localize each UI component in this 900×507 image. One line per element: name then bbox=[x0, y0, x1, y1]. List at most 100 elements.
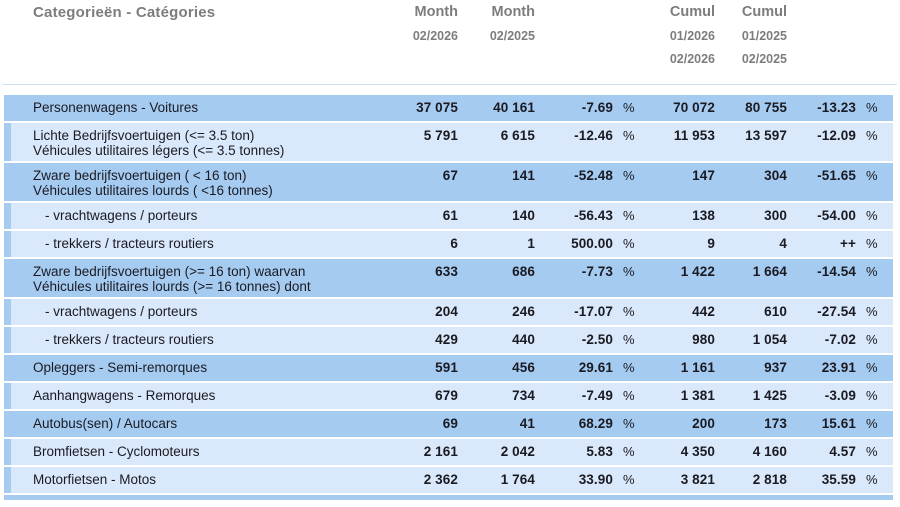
header-spacer bbox=[793, 0, 862, 66]
month-current-value: 204 bbox=[435, 304, 458, 319]
percent-sign: % bbox=[623, 416, 635, 431]
cumul-change-value: 35.59 bbox=[821, 472, 856, 487]
cumul-current-value: 1 381 bbox=[680, 388, 715, 403]
month-previous-value: 41 bbox=[519, 416, 535, 431]
category-line: Aanhangwagens - Remorques bbox=[33, 388, 216, 403]
cumul-previous-value: 1 664 bbox=[752, 264, 787, 279]
percent-sign: % bbox=[623, 208, 635, 223]
row-left-stripe bbox=[4, 411, 11, 437]
row-left-stripe bbox=[4, 123, 11, 161]
header-spacer bbox=[541, 0, 619, 66]
month-change-value: 29.61 bbox=[578, 360, 613, 375]
cumul-previous-value: 304 bbox=[764, 168, 787, 183]
cumul-current-value: 138 bbox=[692, 208, 715, 223]
header-spacer bbox=[862, 0, 893, 66]
category-line: Opleggers - Semi-remorques bbox=[33, 360, 208, 375]
column-period: 01/2025 bbox=[741, 29, 787, 43]
percent-sign: % bbox=[623, 360, 635, 375]
category-column-header: Categorieën - Catégories bbox=[33, 4, 216, 21]
category-line: - trekkers / tracteurs routiers bbox=[45, 236, 214, 251]
category-line: - trekkers / tracteurs routiers bbox=[45, 332, 214, 347]
table-bottom-border bbox=[4, 495, 893, 500]
percent-sign: % bbox=[866, 168, 878, 183]
category-cell: Bromfietsen - Cyclomoteurs bbox=[11, 439, 394, 465]
cumul-change-value: -51.65 bbox=[817, 168, 856, 183]
column-period: 02/2026 bbox=[669, 52, 715, 66]
percent-sign: % bbox=[866, 128, 878, 143]
month-current-value: 2 161 bbox=[423, 444, 458, 459]
percent-sign: % bbox=[866, 236, 878, 251]
month-change-value: 68.29 bbox=[578, 416, 613, 431]
category-line: Autobus(sen) / Autocars bbox=[33, 416, 178, 431]
column-label: Month bbox=[414, 4, 458, 20]
row-left-stripe bbox=[4, 231, 11, 257]
cumul-previous-column-header: Cumul 01/2025 02/2025 bbox=[721, 0, 793, 66]
category-cell: - vrachtwagens / porteurs bbox=[11, 299, 394, 325]
category-cell: - vrachtwagens / porteurs bbox=[11, 203, 394, 229]
cumul-current-value: 200 bbox=[692, 416, 715, 431]
row-left-stripe bbox=[4, 299, 11, 325]
cumul-current-value: 9 bbox=[707, 236, 715, 251]
month-change-value: -7.73 bbox=[581, 264, 613, 279]
row-left-stripe bbox=[4, 383, 11, 409]
percent-sign: % bbox=[866, 332, 878, 347]
category-line: - vrachtwagens / porteurs bbox=[45, 304, 198, 319]
table-row: Lichte Bedrijfsvoertuigen (<= 3.5 ton) Vé… bbox=[4, 123, 893, 161]
table-row: Zware bedrijfsvoertuigen ( < 16 ton) Véhi… bbox=[4, 163, 893, 201]
category-cell: Autobus(sen) / Autocars bbox=[11, 411, 394, 437]
cumul-change-value: -13.23 bbox=[817, 100, 856, 115]
month-change-value: -17.07 bbox=[574, 304, 613, 319]
column-label: Cumul bbox=[741, 4, 787, 20]
month-current-column-header: Month 02/2026 bbox=[394, 0, 464, 66]
month-previous-column-header: Month 02/2025 bbox=[464, 0, 541, 66]
category-line: Véhicules utilitaires légers (<= 3.5 ton… bbox=[33, 143, 285, 158]
percent-sign: % bbox=[623, 236, 635, 251]
header-spacer bbox=[4, 0, 11, 66]
month-previous-value: 1 bbox=[527, 236, 535, 251]
table-row: - trekkers / tracteurs routiers 6 1 500.00%… bbox=[4, 231, 893, 257]
month-previous-value: 6 615 bbox=[500, 128, 535, 143]
column-period: 01/2026 bbox=[669, 29, 715, 43]
month-change-value: 5.83 bbox=[586, 444, 613, 459]
row-left-stripe bbox=[4, 467, 11, 493]
month-current-value: 61 bbox=[442, 208, 458, 223]
month-change-value: 500.00 bbox=[571, 236, 613, 251]
column-period: 02/2025 bbox=[741, 52, 787, 66]
category-cell: Zware bedrijfsvoertuigen (>= 16 ton) waa… bbox=[11, 259, 394, 297]
category-cell: Motorfietsen - Motos bbox=[11, 467, 394, 493]
header-divider bbox=[2, 84, 897, 85]
cumul-current-value: 147 bbox=[692, 168, 715, 183]
cumul-change-value: 4.57 bbox=[829, 444, 856, 459]
table-row: - trekkers / tracteurs routiers 429 440 -2.… bbox=[4, 327, 893, 353]
percent-sign: % bbox=[866, 388, 878, 403]
cumul-current-value: 11 953 bbox=[673, 128, 715, 143]
month-previous-value: 686 bbox=[512, 264, 535, 279]
category-cell: Aanhangwagens - Remorques bbox=[11, 383, 394, 409]
category-line: - vrachtwagens / porteurs bbox=[45, 208, 198, 223]
month-change-value: 33.90 bbox=[578, 472, 613, 487]
month-current-value: 2 362 bbox=[423, 472, 458, 487]
cumul-change-value: ++ bbox=[840, 236, 856, 251]
month-previous-value: 440 bbox=[512, 332, 535, 347]
percent-sign: % bbox=[866, 416, 878, 431]
table-row: Personenwagens - Voitures 37 075 40 161 -7.… bbox=[4, 95, 893, 121]
category-line: Zware bedrijfsvoertuigen ( < 16 ton) bbox=[33, 168, 247, 183]
month-previous-value: 734 bbox=[512, 388, 535, 403]
category-cell: - trekkers / tracteurs routiers bbox=[11, 231, 394, 257]
row-left-stripe bbox=[4, 327, 11, 353]
month-previous-value: 2 042 bbox=[500, 444, 535, 459]
month-current-value: 67 bbox=[442, 168, 458, 183]
month-current-value: 591 bbox=[435, 360, 458, 375]
row-left-stripe bbox=[4, 95, 11, 121]
column-period: 02/2025 bbox=[489, 29, 535, 43]
cumul-change-value: -7.02 bbox=[824, 332, 856, 347]
category-cell: Lichte Bedrijfsvoertuigen (<= 3.5 ton) Vé… bbox=[11, 123, 394, 161]
column-label: Month bbox=[491, 4, 535, 20]
table-row: Zware bedrijfsvoertuigen (>= 16 ton) waa… bbox=[4, 259, 893, 297]
month-change-value: -56.43 bbox=[574, 208, 613, 223]
header-spacer bbox=[619, 0, 649, 66]
cumul-change-value: 23.91 bbox=[821, 360, 856, 375]
percent-sign: % bbox=[866, 264, 878, 279]
month-previous-value: 246 bbox=[512, 304, 535, 319]
row-left-stripe bbox=[4, 163, 11, 201]
